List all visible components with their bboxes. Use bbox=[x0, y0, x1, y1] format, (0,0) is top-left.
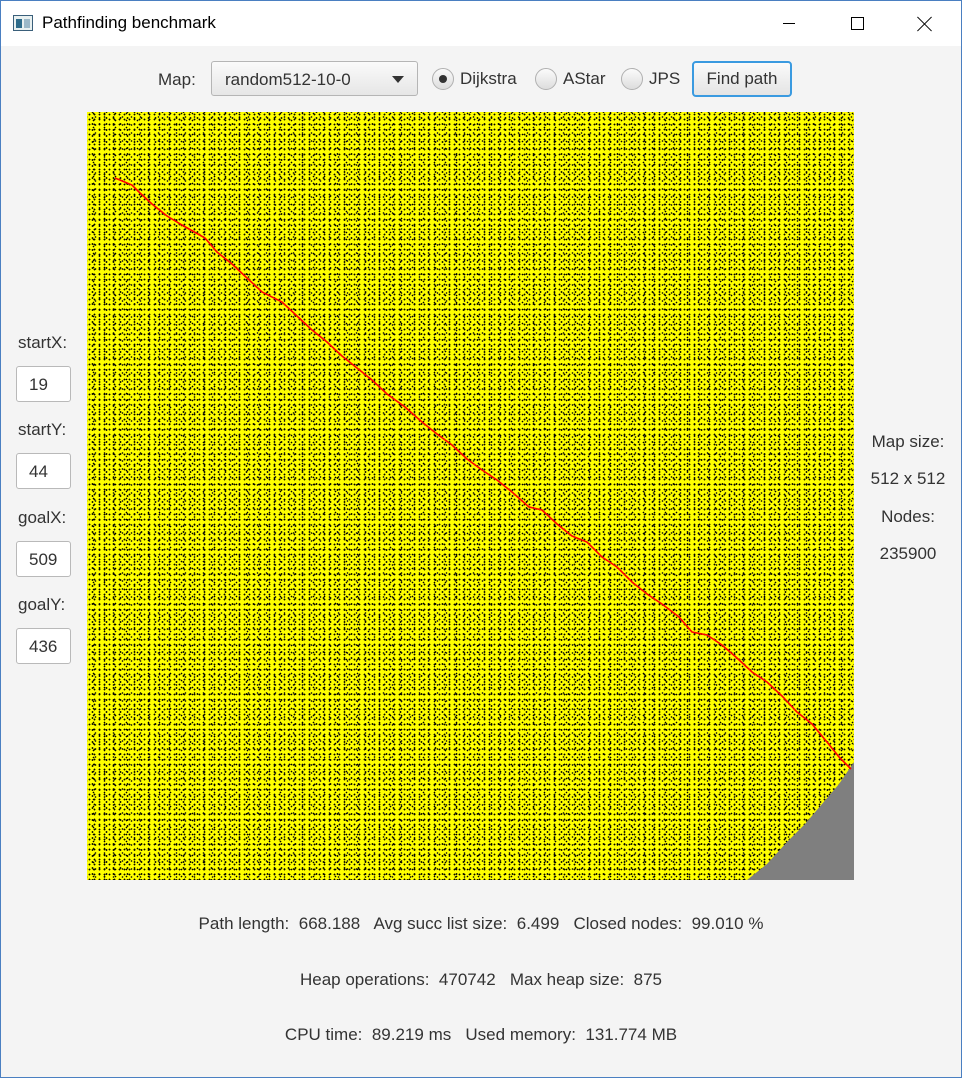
close-icon bbox=[917, 16, 933, 32]
nodes-value: 235900 bbox=[879, 544, 937, 563]
radio-dijkstra[interactable]: Dijkstra bbox=[432, 66, 517, 92]
find-path-button[interactable]: Find path bbox=[692, 61, 792, 97]
radio-jps[interactable]: JPS bbox=[621, 66, 680, 92]
goaly-input[interactable]: 436 bbox=[16, 628, 71, 664]
maximize-button[interactable] bbox=[834, 1, 880, 46]
heap-operations-value: 470742 bbox=[438, 970, 496, 989]
nodes-label: Nodes: bbox=[881, 507, 935, 526]
map-overlay bbox=[114, 177, 854, 880]
map-size-label: Map size: bbox=[871, 432, 945, 451]
goalx-input[interactable]: 509 bbox=[16, 541, 71, 577]
minimize-icon bbox=[783, 23, 795, 24]
closed-nodes-value: 99.010 % bbox=[691, 914, 764, 933]
map-dropdown-value: random512-10-0 bbox=[225, 70, 351, 89]
radio-label: JPS bbox=[649, 69, 681, 88]
window-title: Pathfinding benchmark bbox=[42, 13, 216, 32]
path-length-value: 668.188 bbox=[298, 914, 361, 933]
used-memory-value: 131.774 MB bbox=[585, 1025, 678, 1044]
goalx-label: goalX: bbox=[18, 508, 67, 527]
avg-succ-value: 6.499 bbox=[516, 914, 560, 933]
map-dropdown[interactable]: random512-10-0 bbox=[211, 61, 418, 96]
radio-circle bbox=[621, 68, 643, 90]
radio-astar[interactable]: AStar bbox=[535, 66, 606, 92]
path-line bbox=[114, 177, 852, 770]
unvisited-region bbox=[747, 762, 854, 880]
maximize-icon bbox=[850, 17, 864, 30]
stats-row-2: Heap operations: 470742 Max heap size: 8… bbox=[0, 970, 962, 990]
app-window-icon bbox=[13, 15, 33, 31]
stats-row-3: CPU time: 89.219 ms Used memory: 131.774… bbox=[0, 1025, 962, 1045]
goaly-label: goalY: bbox=[18, 595, 66, 614]
used-memory-label: Used memory: bbox=[465, 1025, 576, 1044]
max-heap-label: Max heap size: bbox=[509, 970, 625, 989]
map-size-value: 512 x 512 bbox=[870, 469, 946, 488]
radio-circle bbox=[535, 68, 557, 90]
starty-label: startY: bbox=[18, 420, 67, 439]
stats-row-1: Path length: 668.188 Avg succ list size:… bbox=[0, 914, 962, 934]
radio-circle-checked bbox=[432, 68, 454, 90]
max-heap-value: 875 bbox=[633, 970, 662, 989]
startx-input[interactable]: 19 bbox=[16, 366, 71, 402]
cpu-time-value: 89.219 ms bbox=[371, 1025, 452, 1044]
path-length-label: Path length: bbox=[198, 914, 290, 933]
closed-nodes-label: Closed nodes: bbox=[573, 914, 683, 933]
title-bar: Pathfinding benchmark bbox=[1, 1, 961, 46]
radio-label: Dijkstra bbox=[460, 69, 517, 88]
avg-succ-label: Avg succ list size: bbox=[373, 914, 508, 933]
minimize-button[interactable] bbox=[766, 1, 812, 46]
map-canvas[interactable] bbox=[87, 112, 854, 880]
map-label: Map: bbox=[158, 70, 196, 89]
close-button[interactable] bbox=[902, 1, 948, 46]
starty-input[interactable]: 44 bbox=[16, 453, 71, 489]
startx-label: startX: bbox=[18, 333, 68, 352]
chevron-down-icon bbox=[392, 76, 404, 83]
radio-label: AStar bbox=[563, 69, 606, 88]
heap-operations-label: Heap operations: bbox=[299, 970, 430, 989]
cpu-time-label: CPU time: bbox=[284, 1025, 363, 1044]
